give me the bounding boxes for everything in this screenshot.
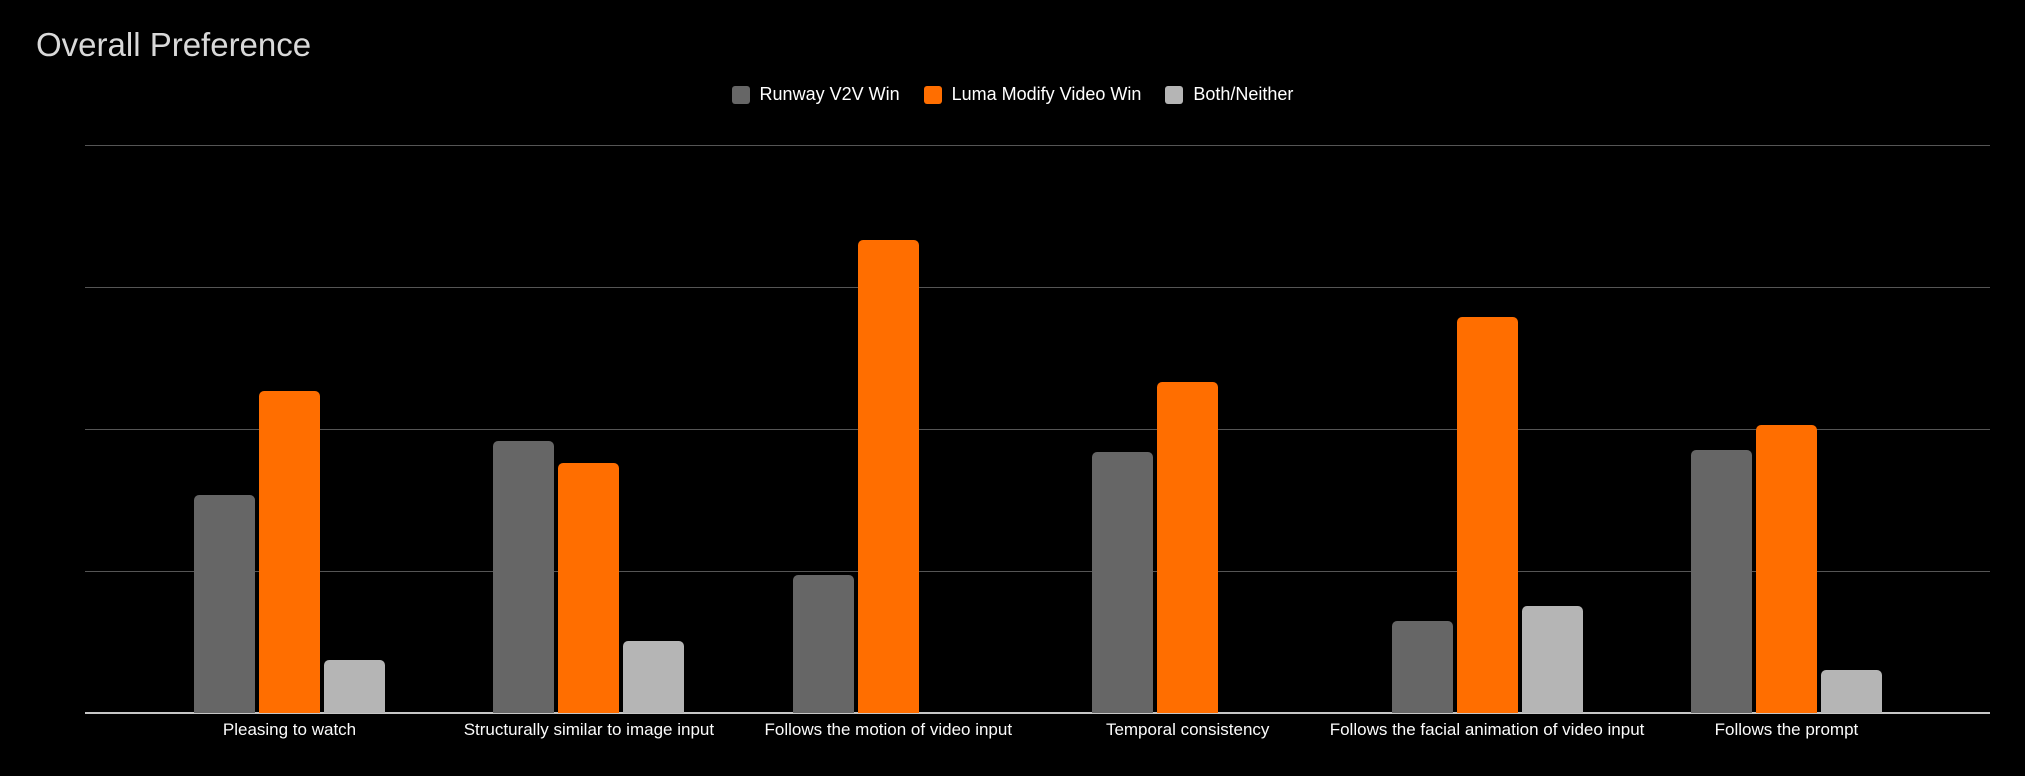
legend-item: Luma Modify Video Win [923, 84, 1142, 105]
gridline [85, 145, 1990, 146]
legend-label: Both/Neither [1193, 84, 1294, 104]
legend: Runway V2V Win Luma Modify Video Win Both/… [0, 84, 2025, 105]
legend-item: Runway V2V Win [731, 84, 900, 105]
category-label: Temporal consistency [1105, 720, 1270, 739]
category-label: Structurally similar to image input [463, 720, 715, 739]
legend-swatch-icon [923, 85, 942, 104]
bar [259, 390, 320, 713]
bar [623, 640, 685, 713]
bar [558, 463, 620, 713]
bar [1456, 317, 1518, 713]
bar [1820, 669, 1882, 713]
bar [1157, 381, 1219, 713]
legend-swatch-icon [731, 85, 750, 104]
x-axis-line [85, 712, 1990, 714]
bar [324, 660, 385, 713]
category-label: Pleasing to watch [222, 720, 357, 739]
bar [1391, 620, 1453, 713]
bar-group: Follows the prompt [1690, 145, 1882, 739]
bar-group: Follows the motion of video input [764, 145, 1012, 739]
legend-label: Luma Modify Video Win [951, 84, 1142, 104]
bar [792, 574, 854, 713]
plot-area: Pleasing to watch Structurally similar to… [85, 145, 1990, 739]
legend-item: Both/Neither [1165, 84, 1293, 105]
legend-label: Runway V2V Win [759, 84, 900, 104]
legend-swatch-icon [1165, 85, 1184, 104]
bar-group: Structurally similar to image input [464, 145, 714, 739]
chart-title: Overall Preference [36, 26, 312, 63]
bar-group: Pleasing to watch [194, 145, 385, 739]
bar [1521, 606, 1583, 713]
bar [194, 494, 255, 713]
bar [1092, 452, 1154, 713]
gridline [85, 287, 1990, 288]
bar-groups: Pleasing to watch Structurally similar to… [85, 145, 1990, 739]
category-label: Follows the motion of video input [764, 720, 1013, 739]
bar [493, 440, 555, 713]
bar-group: Temporal consistency [1092, 145, 1283, 739]
category-label: Follows the prompt [1714, 720, 1859, 739]
bar [857, 239, 919, 713]
bar [1690, 450, 1752, 713]
gridline [85, 429, 1990, 430]
category-label: Follows the facial animation of video in… [1329, 720, 1645, 739]
gridline [85, 571, 1990, 572]
bar-group: Follows the facial animation of video in… [1330, 145, 1644, 739]
bar [1755, 425, 1817, 713]
